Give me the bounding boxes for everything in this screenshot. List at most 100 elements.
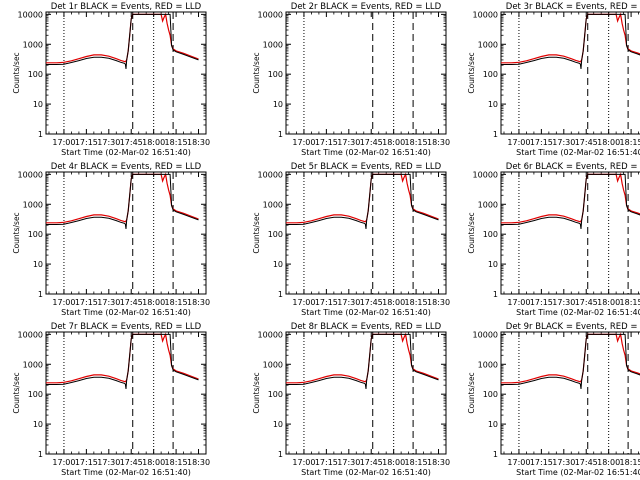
y-tick-label: 10000 bbox=[18, 10, 43, 19]
x-tick-label: 18:00 bbox=[382, 138, 405, 147]
x-tick-label: 18:00 bbox=[142, 138, 165, 147]
panel-title: Det 8r BLACK = Events, RED = LLD bbox=[291, 322, 442, 332]
x-tick-label: 17:15 bbox=[75, 458, 98, 467]
x-tick-label: 17:30 bbox=[97, 298, 120, 307]
panel-title: Det 3r BLACK = Events, RED = LLD bbox=[506, 2, 640, 12]
y-tick-label: 10000 bbox=[258, 170, 283, 179]
events-series-line bbox=[46, 333, 199, 389]
x-tick-label: 18:30 bbox=[427, 138, 450, 147]
x-tick-label: 17:45 bbox=[360, 458, 383, 467]
panel-det-5: Det 5r BLACK = Events, RED = LLD 1 10 100 10… bbox=[252, 162, 450, 317]
plot-frame bbox=[500, 331, 640, 455]
y-tick-label: 10 bbox=[273, 260, 283, 269]
x-axis-label: Start Time (02-Mar-02 16:51:40) bbox=[516, 308, 640, 317]
events-series-line bbox=[286, 333, 439, 389]
x-tick-label: 18:15 bbox=[165, 138, 188, 147]
panel-title: Det 4r BLACK = Events, RED = LLD bbox=[51, 162, 202, 172]
x-tick-label: 17:15 bbox=[315, 458, 338, 467]
y-tick-label: 10 bbox=[33, 420, 43, 429]
x-tick-label: 17:30 bbox=[337, 458, 360, 467]
y-tick-label: 10 bbox=[33, 260, 43, 269]
plot-frame bbox=[45, 171, 207, 295]
x-tick-label: 17:30 bbox=[552, 458, 575, 467]
y-tick-label: 100 bbox=[483, 70, 498, 79]
x-tick-label: 17:00 bbox=[52, 298, 75, 307]
x-tick-label: 17:15 bbox=[75, 298, 98, 307]
x-tick-label: 18:00 bbox=[597, 458, 620, 467]
y-tick-label: 1 bbox=[493, 290, 498, 299]
plot-frame bbox=[285, 11, 447, 135]
plot-frame bbox=[45, 331, 207, 455]
panel-title: Det 7r BLACK = Events, RED = LLD bbox=[51, 322, 202, 332]
events-series-line bbox=[286, 173, 439, 229]
y-tick-label: 1000 bbox=[478, 360, 498, 369]
y-tick-label: 1000 bbox=[23, 360, 43, 369]
events-series-line bbox=[501, 13, 640, 69]
x-tick-label: 17:30 bbox=[337, 298, 360, 307]
panel-grid: Det 1r BLACK = Events, RED = LLD 1 10 100 10… bbox=[12, 2, 640, 477]
y-tick-label: 1000 bbox=[478, 200, 498, 209]
y-tick-label: 100 bbox=[268, 230, 283, 239]
x-tick-label: 18:00 bbox=[597, 298, 620, 307]
y-axis-label: Counts/sec bbox=[252, 52, 261, 93]
x-tick-label: 17:15 bbox=[315, 138, 338, 147]
y-tick-label: 10 bbox=[273, 100, 283, 109]
y-tick-label: 100 bbox=[28, 230, 43, 239]
y-tick-label: 1 bbox=[278, 130, 283, 139]
panel-det-9: Det 9r BLACK = Events, RED = LLD 1 10 100 10… bbox=[467, 322, 640, 477]
x-tick-label: 17:00 bbox=[292, 138, 315, 147]
events-series-line bbox=[501, 173, 640, 229]
y-axis-label: Counts/sec bbox=[467, 52, 476, 93]
x-tick-label: 18:15 bbox=[620, 138, 640, 147]
panel-det-1: Det 1r BLACK = Events, RED = LLD 1 10 100 10… bbox=[12, 2, 210, 157]
x-tick-label: 17:00 bbox=[292, 458, 315, 467]
x-axis-label: Start Time (02-Mar-02 16:51:40) bbox=[61, 468, 191, 477]
y-tick-label: 1 bbox=[38, 290, 43, 299]
y-tick-label: 10 bbox=[488, 420, 498, 429]
y-axis-label: Counts/sec bbox=[12, 52, 21, 93]
y-tick-label: 1000 bbox=[23, 40, 43, 49]
x-tick-label: 17:15 bbox=[315, 298, 338, 307]
y-tick-label: 10000 bbox=[473, 330, 498, 339]
y-tick-label: 10000 bbox=[473, 170, 498, 179]
y-tick-label: 1 bbox=[38, 450, 43, 459]
x-tick-label: 18:15 bbox=[405, 138, 428, 147]
x-tick-label: 18:30 bbox=[187, 458, 210, 467]
y-tick-label: 10 bbox=[273, 420, 283, 429]
y-axis-label: Counts/sec bbox=[12, 212, 21, 253]
y-tick-label: 1 bbox=[38, 130, 43, 139]
y-tick-label: 1 bbox=[278, 450, 283, 459]
x-tick-label: 17:30 bbox=[337, 138, 360, 147]
x-tick-label: 18:15 bbox=[620, 458, 640, 467]
y-tick-label: 1000 bbox=[263, 40, 283, 49]
y-tick-label: 10000 bbox=[18, 330, 43, 339]
x-tick-label: 17:00 bbox=[507, 298, 530, 307]
events-series-line bbox=[46, 13, 199, 69]
x-tick-label: 18:30 bbox=[187, 298, 210, 307]
events-series-line bbox=[501, 333, 640, 389]
y-tick-label: 10 bbox=[33, 100, 43, 109]
plot-frame bbox=[285, 331, 447, 455]
y-tick-label: 100 bbox=[268, 390, 283, 399]
y-tick-label: 1000 bbox=[23, 200, 43, 209]
x-tick-label: 18:15 bbox=[620, 298, 640, 307]
panel-title: Det 6r BLACK = Events, RED = LLD bbox=[506, 162, 640, 172]
y-tick-label: 1000 bbox=[478, 40, 498, 49]
y-tick-label: 100 bbox=[28, 390, 43, 399]
y-axis-label: Counts/sec bbox=[252, 372, 261, 413]
y-tick-label: 100 bbox=[28, 70, 43, 79]
x-tick-label: 17:15 bbox=[530, 298, 553, 307]
x-axis-label: Start Time (02-Mar-02 16:51:40) bbox=[61, 308, 191, 317]
x-tick-label: 18:15 bbox=[165, 298, 188, 307]
x-tick-label: 18:30 bbox=[427, 458, 450, 467]
y-axis-label: Counts/sec bbox=[252, 212, 261, 253]
x-tick-label: 17:00 bbox=[507, 458, 530, 467]
y-tick-label: 100 bbox=[268, 70, 283, 79]
plot-frame bbox=[500, 171, 640, 295]
y-tick-label: 10000 bbox=[258, 10, 283, 19]
x-tick-label: 17:45 bbox=[360, 138, 383, 147]
y-tick-label: 10000 bbox=[258, 330, 283, 339]
plot-frame bbox=[285, 171, 447, 295]
